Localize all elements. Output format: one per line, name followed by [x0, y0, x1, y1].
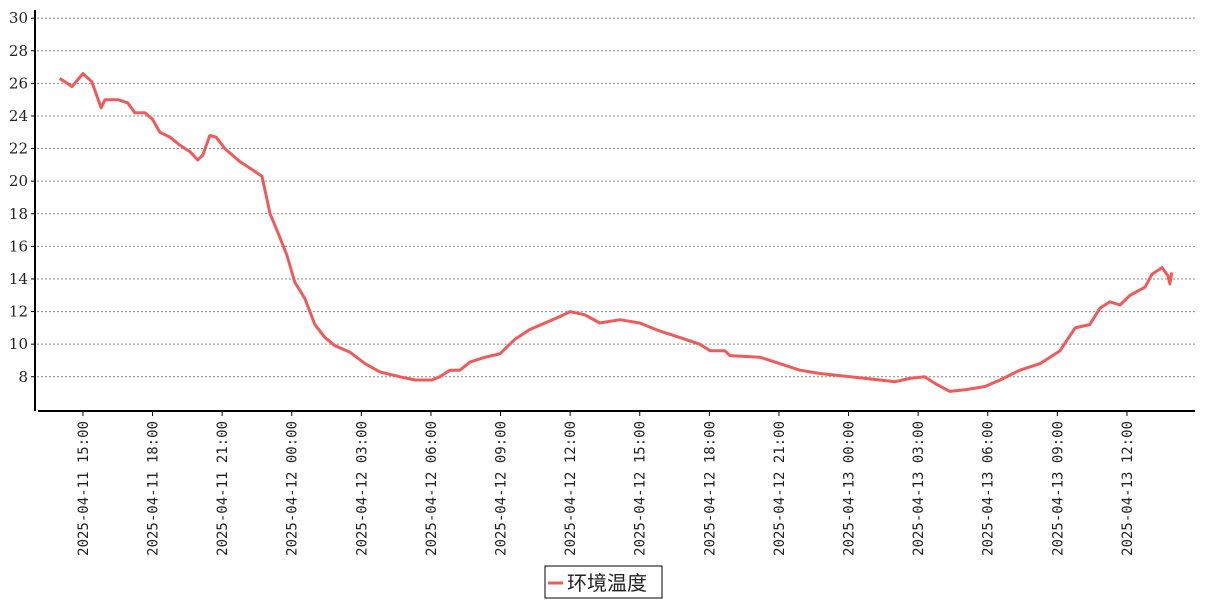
- legend[interactable]: 环境温度: [544, 565, 663, 599]
- y-tick-label: 30: [9, 9, 28, 27]
- grid-lines: [37, 17, 1195, 378]
- x-tick-label: 2025-04-13 00:00: [842, 421, 858, 556]
- x-tick-label: 2025-04-12 18:00: [702, 421, 718, 556]
- x-tick-label: 2025-04-12 12:00: [563, 421, 579, 556]
- x-tick-label: 2025-04-12 00:00: [285, 421, 301, 556]
- legend-box: [544, 565, 663, 599]
- y-tick-label: 24: [9, 107, 28, 125]
- x-tick-label: 2025-04-12 15:00: [633, 421, 649, 556]
- y-tick-label: 12: [9, 303, 28, 321]
- y-tick-label: 8: [18, 368, 28, 386]
- x-tick-label: 2025-04-11 21:00: [215, 421, 231, 556]
- x-tick-label: 2025-04-12 21:00: [772, 421, 788, 556]
- y-tick-label: 26: [9, 74, 28, 92]
- x-tick-label: 2025-04-13 12:00: [1120, 421, 1136, 556]
- y-tick-label: 22: [9, 140, 28, 158]
- y-tick-label: 28: [9, 42, 28, 60]
- series-layer: [58, 72, 1174, 393]
- y-axis-ticks: 8 10 12 14 16 18 20 22 24 26 28 30: [9, 9, 35, 386]
- x-tick-label: 2025-04-12 03:00: [354, 421, 370, 556]
- y-tick-label: 16: [9, 237, 28, 255]
- x-tick-label: 2025-04-13 06:00: [981, 421, 997, 556]
- y-tick-label: 20: [9, 172, 28, 190]
- x-tick-label: 2025-04-13 03:00: [911, 421, 927, 556]
- x-tick-label: 2025-04-12 06:00: [424, 421, 440, 556]
- x-tick-label: 2025-04-12 09:00: [494, 421, 510, 556]
- y-tick-label: 10: [9, 335, 28, 353]
- x-tick-label: 2025-04-11 18:00: [146, 421, 162, 556]
- x-tick-label: 2025-04-11 15:00: [76, 421, 92, 556]
- y-tick-label: 18: [9, 205, 28, 223]
- x-tick-label: 2025-04-13 09:00: [1050, 421, 1066, 556]
- legend-label: 环境温度: [567, 571, 647, 595]
- series-line: [58, 72, 1174, 393]
- y-tick-label: 14: [9, 270, 28, 288]
- x-axis-ticks: 2025-04-11 15:00 2025-04-11 18:00 2025-04-…: [76, 411, 1136, 556]
